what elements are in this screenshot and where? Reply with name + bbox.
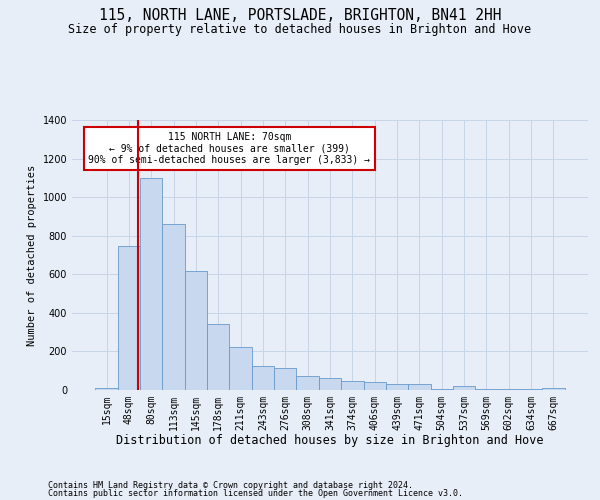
Text: Contains public sector information licensed under the Open Government Licence v3: Contains public sector information licen…: [48, 489, 463, 498]
Bar: [118, 246, 140, 390]
Bar: [319, 378, 341, 390]
Bar: [542, 388, 565, 390]
Text: 115, NORTH LANE, PORTSLADE, BRIGHTON, BN41 2HH: 115, NORTH LANE, PORTSLADE, BRIGHTON, BN…: [99, 8, 501, 22]
Bar: [229, 347, 252, 390]
Bar: [252, 366, 274, 390]
Bar: [185, 271, 207, 390]
Bar: [274, 368, 296, 390]
Bar: [453, 386, 475, 390]
X-axis label: Distribution of detached houses by size in Brighton and Hove: Distribution of detached houses by size …: [116, 434, 544, 448]
Bar: [140, 178, 163, 390]
Bar: [475, 389, 497, 390]
Text: Contains HM Land Registry data © Crown copyright and database right 2024.: Contains HM Land Registry data © Crown c…: [48, 480, 413, 490]
Bar: [95, 388, 118, 390]
Text: Size of property relative to detached houses in Brighton and Hove: Size of property relative to detached ho…: [68, 22, 532, 36]
Bar: [163, 224, 185, 390]
Bar: [520, 389, 542, 390]
Bar: [386, 384, 408, 390]
Bar: [341, 380, 364, 390]
Bar: [431, 389, 453, 390]
Bar: [296, 376, 319, 390]
Y-axis label: Number of detached properties: Number of detached properties: [27, 164, 37, 346]
Bar: [207, 324, 229, 390]
Bar: [364, 382, 386, 390]
Bar: [408, 384, 431, 390]
Text: 115 NORTH LANE: 70sqm
← 9% of detached houses are smaller (399)
90% of semi-deta: 115 NORTH LANE: 70sqm ← 9% of detached h…: [88, 132, 370, 165]
Bar: [497, 389, 520, 390]
